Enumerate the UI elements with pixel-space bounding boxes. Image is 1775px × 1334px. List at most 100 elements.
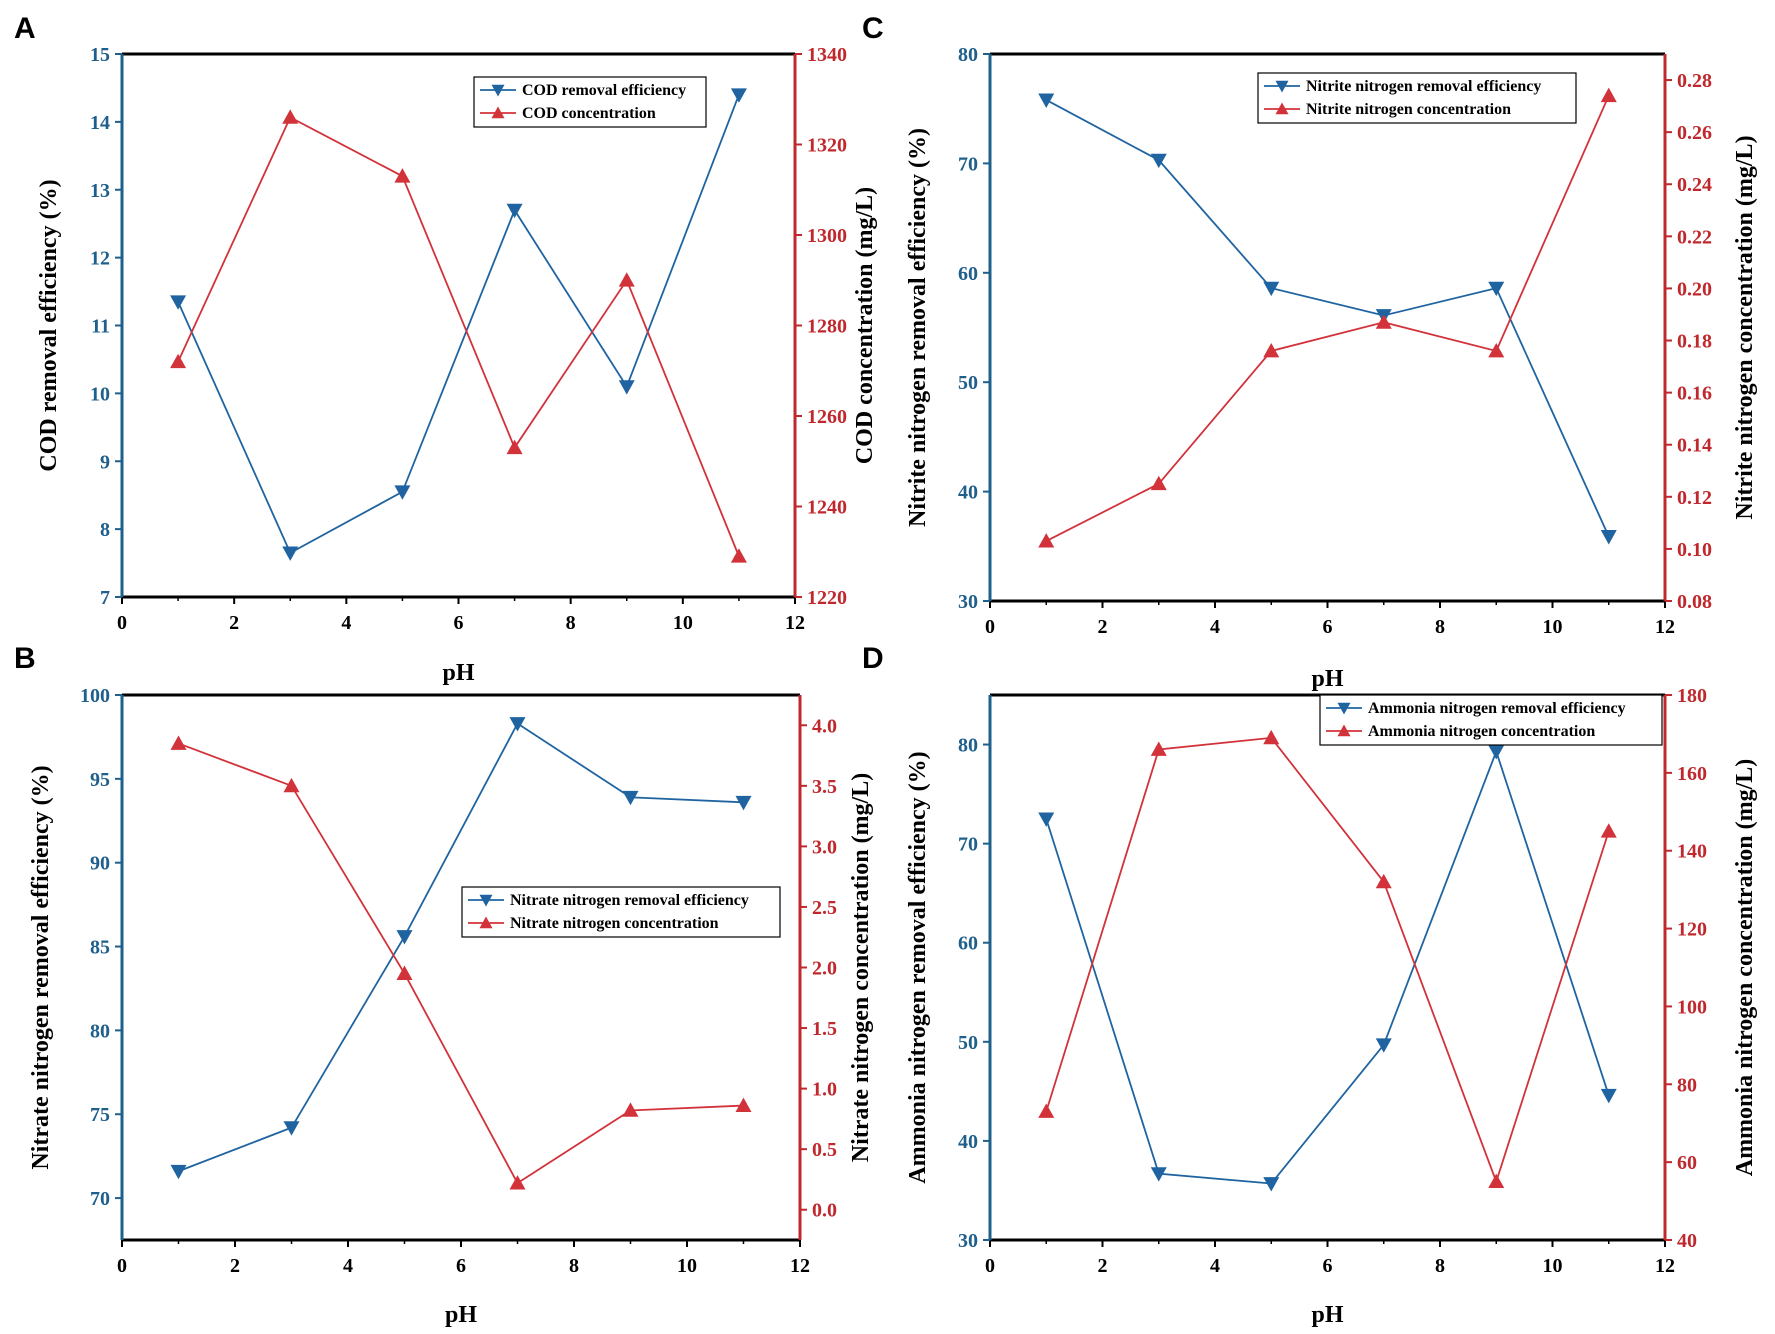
- efficiency-point: [170, 295, 187, 310]
- x-tick-label: 12: [785, 612, 805, 634]
- y-axis-label: Nitrite nitrogen removal efficiency (%): [905, 128, 931, 527]
- efficiency-point: [622, 790, 639, 806]
- y-tick-label: 7: [100, 587, 110, 609]
- concentration-point: [1150, 741, 1167, 756]
- y-axis-label: Ammonia nitrogen removal efficiency (%): [905, 751, 931, 1183]
- efficiency-point: [283, 1121, 300, 1136]
- concentration-line: [177, 116, 740, 557]
- y2-tick-label: 0.10: [1677, 539, 1712, 561]
- y2-tick-label: 120: [1677, 919, 1707, 941]
- x-tick-label: 8: [566, 612, 576, 634]
- efficiency-point: [394, 485, 411, 500]
- panel-letter-d: D: [862, 642, 884, 675]
- y-tick-label: 12: [90, 248, 110, 270]
- x-axis-label: pH: [442, 660, 474, 686]
- y2-tick-label: 2.0: [812, 958, 837, 980]
- concentration-point: [1038, 533, 1055, 548]
- y-tick-label: 9: [100, 451, 110, 473]
- y2-tick-label: 0.14: [1677, 435, 1712, 457]
- y2-tick-label: 1240: [807, 497, 847, 519]
- concentration-point: [394, 168, 411, 183]
- x-tick-label: 2: [229, 612, 239, 634]
- legend-box: [461, 886, 781, 938]
- legend: COD removal efficiency COD concentration: [473, 76, 707, 128]
- y2-tick-label: 3.5: [812, 776, 837, 798]
- concentration-point: [396, 965, 413, 980]
- x-tick-label: 8: [569, 1255, 579, 1277]
- concentration-point: [170, 353, 187, 369]
- legend-box: [1257, 72, 1577, 124]
- y2-axis-label: Ammonia nitrogen concentration (mg/L): [1732, 759, 1758, 1177]
- y-tick-label: 80: [90, 1020, 110, 1042]
- efficiency-point: [396, 930, 413, 945]
- efficiency-line: [178, 722, 744, 1173]
- panel-b: B 0 2 4 6 8 10 12 70 75 80 85 90 95 100 0.0 0.5 1.0 1.5 2.0…: [14, 642, 874, 1328]
- efficiency-point: [1038, 812, 1055, 827]
- concentration-point: [1150, 475, 1167, 491]
- y2-tick-label: 80: [1677, 1074, 1697, 1096]
- x-tick-label: 0: [985, 1255, 995, 1277]
- concentration-point: [282, 109, 299, 124]
- y2-tick-label: 1.0: [812, 1079, 837, 1101]
- legend-marker: [1275, 80, 1289, 93]
- x-tick-label: 12: [1655, 616, 1675, 638]
- concentration-point: [170, 735, 187, 750]
- legend-label: COD removal efficiency: [522, 82, 686, 99]
- y2-tick-label: 4.0: [812, 715, 837, 737]
- y2-tick-label: 1320: [807, 135, 847, 157]
- y-tick-label: 30: [958, 1230, 978, 1252]
- x-axis-label: pH: [1311, 1302, 1343, 1328]
- y2-tick-label: 0.28: [1677, 70, 1712, 92]
- x-tick-label: 10: [677, 1255, 697, 1277]
- efficiency-point: [1150, 1167, 1167, 1182]
- panel-c: C 0 2 4 6 8 10 12 30 40 50 60 70 80 0.08 0.10 0.12 0.14 0.…: [862, 12, 1758, 692]
- y-axis-label: Nitrate nitrogen removal efficiency (%): [28, 765, 54, 1169]
- y2-tick-label: 1.5: [812, 1018, 837, 1040]
- y2-tick-label: 1280: [807, 316, 847, 338]
- y2-tick-label: 1220: [807, 587, 847, 609]
- y-tick-label: 40: [958, 482, 978, 504]
- legend-marker: [1337, 702, 1351, 715]
- concentration-line: [178, 742, 744, 1185]
- y-tick-label: 13: [90, 180, 110, 202]
- concentration-point: [283, 777, 300, 793]
- y-axis-label: COD removal efficiency (%): [36, 179, 62, 471]
- y2-axis-label: COD concentration (mg/L): [852, 187, 878, 464]
- efficiency-point: [1488, 281, 1505, 297]
- efficiency-point: [509, 717, 526, 732]
- concentration-line: [1045, 95, 1610, 542]
- concentration-point: [1488, 1173, 1505, 1189]
- concentration-point: [1488, 342, 1505, 358]
- panel-letter-c: C: [862, 12, 884, 45]
- x-tick-label: 10: [1543, 1255, 1563, 1277]
- y2-tick-label: 0.22: [1677, 226, 1712, 248]
- efficiency-line: [1045, 99, 1610, 537]
- legend-marker: [1337, 724, 1351, 737]
- efficiency-point: [1600, 1088, 1617, 1104]
- concentration-point: [622, 1102, 639, 1117]
- concentration-point: [618, 272, 635, 287]
- y2-tick-label: 140: [1677, 841, 1707, 863]
- concentration-point: [1375, 873, 1392, 889]
- efficiency-point: [1150, 153, 1167, 169]
- efficiency-point: [1375, 1038, 1392, 1053]
- efficiency-point: [618, 380, 635, 395]
- efficiency-point: [1263, 281, 1280, 297]
- efficiency-point: [730, 88, 747, 103]
- y-tick-label: 11: [91, 316, 110, 338]
- y2-tick-label: 0.20: [1677, 278, 1712, 300]
- legend-label: Nitrite nitrogen removal efficiency: [1306, 78, 1541, 95]
- legend: Nitrite nitrogen removal efficiency Nitri…: [1257, 72, 1577, 124]
- x-tick-label: 2: [1098, 1255, 1108, 1277]
- y2-axis-label: Nitrite nitrogen concentration (mg/L): [1732, 135, 1758, 519]
- legend-label: Ammonia nitrogen concentration: [1368, 723, 1595, 740]
- y2-tick-label: 2.5: [812, 897, 837, 919]
- efficiency-point: [1488, 745, 1505, 760]
- concentration-point: [1263, 342, 1280, 358]
- x-tick-label: 0: [985, 616, 995, 638]
- x-tick-label: 6: [1323, 1255, 1333, 1277]
- panel-a: A 0 2 4 6 8 10 12 7 8 9 10 11 12 13 14 15 1220 1240 1260 128…: [14, 12, 878, 686]
- efficiency-line: [1045, 748, 1610, 1185]
- y2-tick-label: 0.26: [1677, 122, 1712, 144]
